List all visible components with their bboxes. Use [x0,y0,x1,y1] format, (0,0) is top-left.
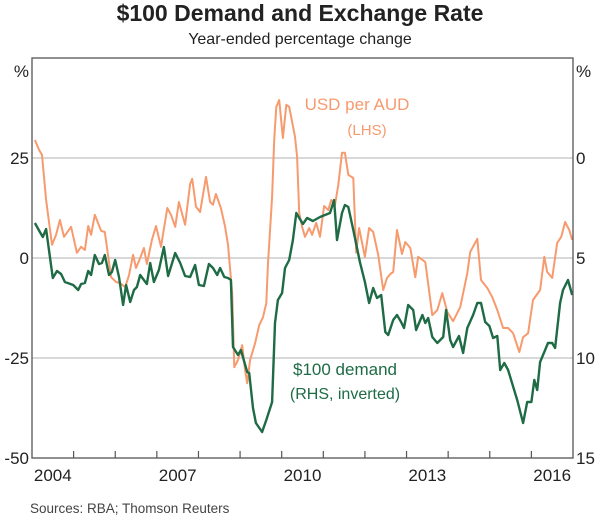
chart-title: $100 Demand and Exchange Rate [116,0,484,26]
x-axis-tick-label: 2016 [533,466,571,485]
right-axis-tick-label: 15 [576,449,595,468]
legend-100-demand: $100 demand [293,360,397,379]
series-line-100-demand [33,198,574,434]
left-axis-tick-label: -50 [4,449,29,468]
chart-subtitle: Year-ended percentage change [188,31,412,48]
left-axis-tick-label: 0 [20,249,29,268]
right-axis-tick-label: 5 [576,249,585,268]
x-axis-tick-label: 2007 [159,466,197,485]
left-axis-tick-label: -25 [4,349,29,368]
x-axis-tick-label: 2013 [408,466,446,485]
legend-100-demand-axis: (RHS, inverted) [290,386,400,403]
x-axis-tick-label: 2010 [284,466,322,485]
left-axis-unit: % [14,62,29,81]
right-axis-tick-label: 0 [576,149,585,168]
series-line-usd-per-aud [33,99,574,385]
right-axis-unit: % [576,62,591,81]
legend-usd-per-aud-axis: (LHS) [347,122,386,139]
source-note: Sources: RBA; Thomson Reuters [30,501,230,516]
right-axis-tick-label: 10 [576,349,595,368]
left-axis-tick-label: 25 [10,149,29,168]
x-axis-tick-label: 2004 [34,466,72,485]
legend-usd-per-aud: USD per AUD [305,95,410,114]
plot-frame [31,57,574,459]
